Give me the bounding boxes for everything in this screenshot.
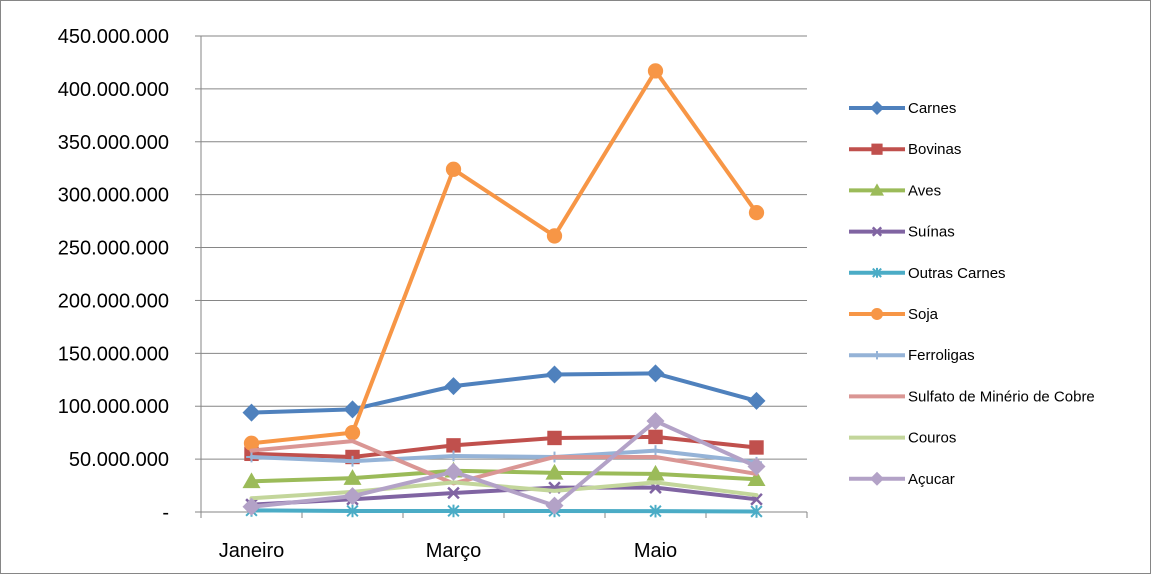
data-point — [872, 351, 882, 360]
legend-label: Sulfato de Minério de Cobre — [908, 388, 1095, 405]
data-point — [646, 364, 665, 383]
data-point — [547, 430, 562, 446]
y-tick-label: 150.000.000 — [58, 343, 169, 365]
legend-label: Outras Carnes — [908, 265, 1006, 282]
data-point — [749, 440, 764, 455]
data-point — [242, 472, 261, 489]
legend-item: Bovinas — [849, 141, 961, 158]
data-point — [871, 308, 883, 320]
legend-item: Soja — [849, 306, 939, 323]
gridlines — [201, 35, 807, 460]
data-point — [545, 496, 564, 515]
series-line — [249, 468, 759, 484]
data-point — [445, 161, 462, 177]
x-tick-label: Maio — [634, 540, 677, 562]
data-point — [747, 391, 766, 410]
data-point — [747, 457, 766, 476]
data-point — [447, 486, 460, 500]
data-point — [748, 204, 765, 221]
legend-item: Suínas — [849, 224, 955, 241]
legend-label: Couros — [908, 430, 956, 447]
axes: - 50.000.000 100.000.000 150.000.000 200.000… — [58, 26, 808, 562]
y-tick-label: 100.000.000 — [58, 396, 169, 418]
data-point — [648, 429, 663, 445]
data-point — [871, 143, 883, 155]
y-tick-label: 200.000.000 — [58, 290, 169, 312]
data-point — [650, 445, 661, 457]
data-point — [870, 183, 884, 196]
data-point — [870, 471, 884, 486]
series-9 — [242, 412, 766, 516]
data-point — [871, 226, 883, 237]
data-point — [646, 412, 665, 431]
y-tick-label: 450.000.000 — [58, 26, 169, 48]
data-point — [647, 63, 664, 79]
series-line — [249, 434, 759, 459]
data-point — [750, 505, 763, 518]
data-point — [872, 267, 882, 278]
y-tick-label: 250.000.000 — [58, 238, 169, 260]
x-tick-label: Março — [426, 540, 482, 562]
series-2 — [242, 461, 766, 489]
data-point — [343, 487, 362, 506]
series-line — [249, 480, 759, 501]
legend-item: Aves — [849, 182, 941, 199]
legend-item: Sulfato de Minério de Cobre — [849, 388, 1095, 405]
series-line — [249, 439, 759, 486]
data-point — [344, 425, 361, 441]
legend-label: Carnes — [908, 100, 956, 117]
y-tick-label: - — [162, 502, 169, 524]
data-point — [246, 451, 257, 463]
legend: Carnes Bovinas Aves Suínas Outras Carnes Soja… — [849, 100, 1095, 488]
legend-item: Ferroligas — [849, 347, 975, 364]
legend-item: Couros — [849, 430, 956, 447]
series-line — [249, 68, 759, 446]
legend-item: Outras Carnes — [849, 265, 1006, 282]
series-0 — [242, 364, 766, 422]
legend-label: Soja — [908, 306, 939, 323]
legend-label: Açucar — [908, 471, 955, 488]
data-point — [446, 438, 461, 453]
legend-label: Aves — [908, 182, 941, 199]
data-point — [347, 455, 358, 467]
series-line — [249, 371, 759, 415]
data-point — [447, 504, 460, 518]
data-point — [444, 462, 463, 481]
x-tick-label: Janeiro — [219, 540, 285, 562]
y-tick-label: 400.000.000 — [58, 79, 169, 101]
data-point — [343, 469, 362, 485]
data-point — [546, 228, 563, 244]
data-point — [243, 435, 260, 451]
data-point — [343, 400, 362, 419]
series-line — [249, 448, 759, 465]
series-line — [249, 508, 759, 514]
series-5 — [243, 63, 765, 451]
y-tick-label: 350.000.000 — [58, 132, 169, 154]
data-point — [646, 464, 665, 481]
data-point — [545, 463, 564, 480]
data-point — [444, 377, 463, 396]
data-point — [448, 450, 459, 462]
series-line — [249, 419, 759, 509]
y-tick-label: 50.000.000 — [69, 449, 169, 471]
legend-label: Bovinas — [908, 141, 961, 158]
data-point — [242, 403, 261, 422]
series-7 — [249, 439, 759, 486]
data-point — [747, 470, 766, 486]
series-8 — [249, 480, 759, 501]
data-point — [242, 497, 261, 516]
series-lines — [242, 63, 766, 518]
data-point — [346, 504, 359, 518]
data-point — [649, 504, 662, 518]
data-point — [870, 101, 884, 115]
legend-label: Ferroligas — [908, 347, 975, 364]
legend-item: Carnes — [849, 100, 956, 117]
legend-item: Açucar — [849, 471, 955, 488]
y-tick-label: 300.000.000 — [58, 185, 169, 207]
legend-label: Suínas — [908, 224, 955, 241]
data-point — [545, 365, 564, 384]
